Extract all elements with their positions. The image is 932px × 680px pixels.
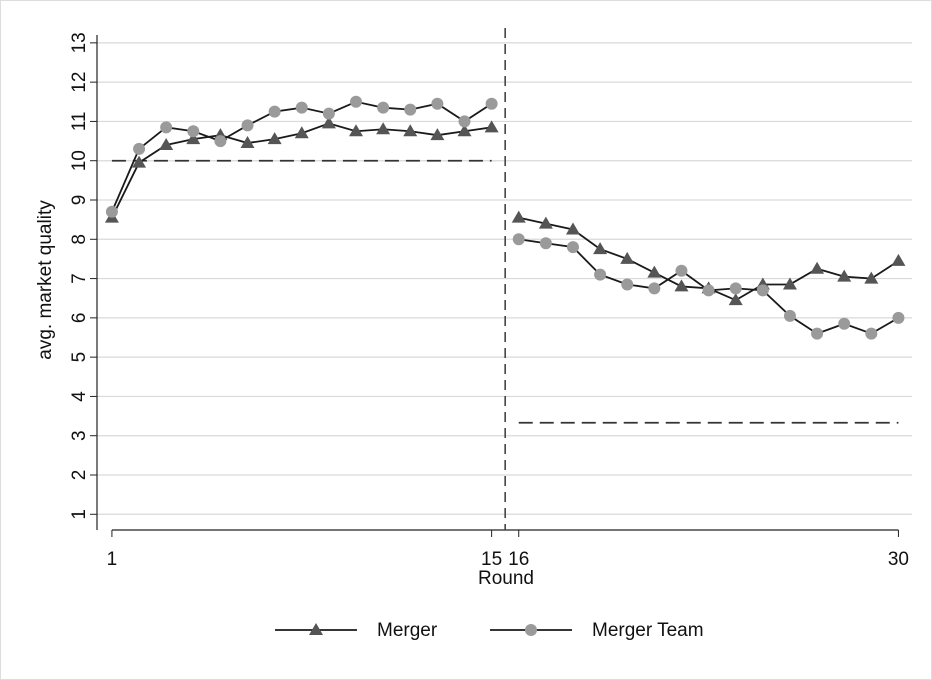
- marker-triangle: [240, 136, 255, 149]
- y-tick-label: 9: [69, 195, 90, 206]
- marker-triangle: [810, 261, 825, 274]
- marker-triangle: [538, 216, 553, 229]
- marker-circle: [485, 97, 498, 110]
- marker-circle: [431, 97, 444, 110]
- marker-circle: [892, 311, 905, 324]
- y-tick-label: 12: [69, 72, 90, 93]
- marker-circle: [729, 282, 742, 295]
- marker-circle: [404, 103, 417, 116]
- x-tick-label: 16: [508, 549, 529, 570]
- y-tick-label: 8: [69, 234, 90, 245]
- marker-circle: [675, 264, 688, 277]
- marker-triangle: [511, 210, 526, 223]
- marker-circle: [566, 241, 579, 254]
- marker-circle: [702, 284, 715, 297]
- marker-circle: [811, 327, 824, 340]
- marker-triangle: [186, 132, 201, 145]
- marker-circle: [187, 125, 200, 138]
- marker-triangle: [593, 242, 608, 255]
- marker-triangle: [782, 277, 797, 290]
- y-tick-label: 1: [69, 509, 90, 520]
- marker-circle: [160, 121, 173, 134]
- y-tick-label: 2: [69, 470, 90, 481]
- marker-triangle: [430, 128, 445, 141]
- y-tick-label: 5: [69, 352, 90, 363]
- y-tick-label: 11: [69, 112, 90, 132]
- marker-triangle: [620, 251, 635, 264]
- legend-label: Merger Team: [592, 620, 704, 641]
- marker-triangle: [647, 265, 662, 278]
- y-tick-label: 4: [69, 391, 90, 402]
- marker-circle: [377, 101, 390, 114]
- marker-triangle: [321, 116, 336, 129]
- marker-triangle: [132, 155, 147, 168]
- marker-circle: [512, 233, 525, 246]
- marker-triangle: [864, 271, 879, 284]
- marker-circle: [241, 119, 254, 132]
- y-tick-label: 10: [69, 150, 90, 171]
- marker-triangle: [159, 138, 174, 150]
- y-tick-label: 7: [69, 273, 90, 284]
- marker-circle: [105, 205, 118, 218]
- marker-circle: [458, 115, 471, 128]
- marker-triangle: [728, 293, 743, 306]
- marker-triangle: [565, 222, 580, 235]
- marker-triangle: [403, 124, 418, 137]
- marker-circle: [865, 327, 878, 340]
- x-axis-label: Round: [478, 568, 534, 589]
- marker-triangle: [457, 124, 472, 137]
- marker-circle: [621, 278, 634, 291]
- marker-circle: [350, 95, 363, 108]
- marker-triangle: [349, 124, 364, 137]
- y-tick-label: 6: [69, 313, 90, 324]
- marker-circle: [648, 282, 661, 295]
- legend-label: Merger: [377, 620, 438, 641]
- marker-circle: [295, 101, 308, 114]
- marker-triangle: [674, 279, 689, 292]
- marker-circle: [133, 142, 146, 155]
- x-tick-label: 15: [481, 549, 502, 570]
- marker-triangle: [376, 122, 391, 135]
- marker-circle: [539, 237, 552, 250]
- marker-triangle: [837, 269, 852, 282]
- marker-circle: [783, 309, 796, 322]
- legend-marker: [309, 623, 323, 635]
- marker-triangle: [294, 126, 309, 139]
- marker-circle: [756, 284, 769, 297]
- legend-marker: [525, 624, 537, 636]
- marker-triangle: [891, 253, 906, 266]
- y-tick-label: 3: [69, 430, 90, 441]
- marker-circle: [214, 135, 227, 148]
- marker-circle: [838, 317, 851, 330]
- marker-triangle: [484, 120, 499, 133]
- y-axis-label: avg. market quality: [35, 200, 56, 360]
- marker-circle: [594, 268, 607, 281]
- y-tick-label: 13: [69, 32, 90, 53]
- marker-triangle: [267, 132, 282, 145]
- marker-circle: [268, 105, 281, 118]
- marker-circle: [322, 107, 335, 120]
- x-tick-label: 1: [107, 549, 118, 570]
- x-tick-label: 30: [888, 549, 909, 570]
